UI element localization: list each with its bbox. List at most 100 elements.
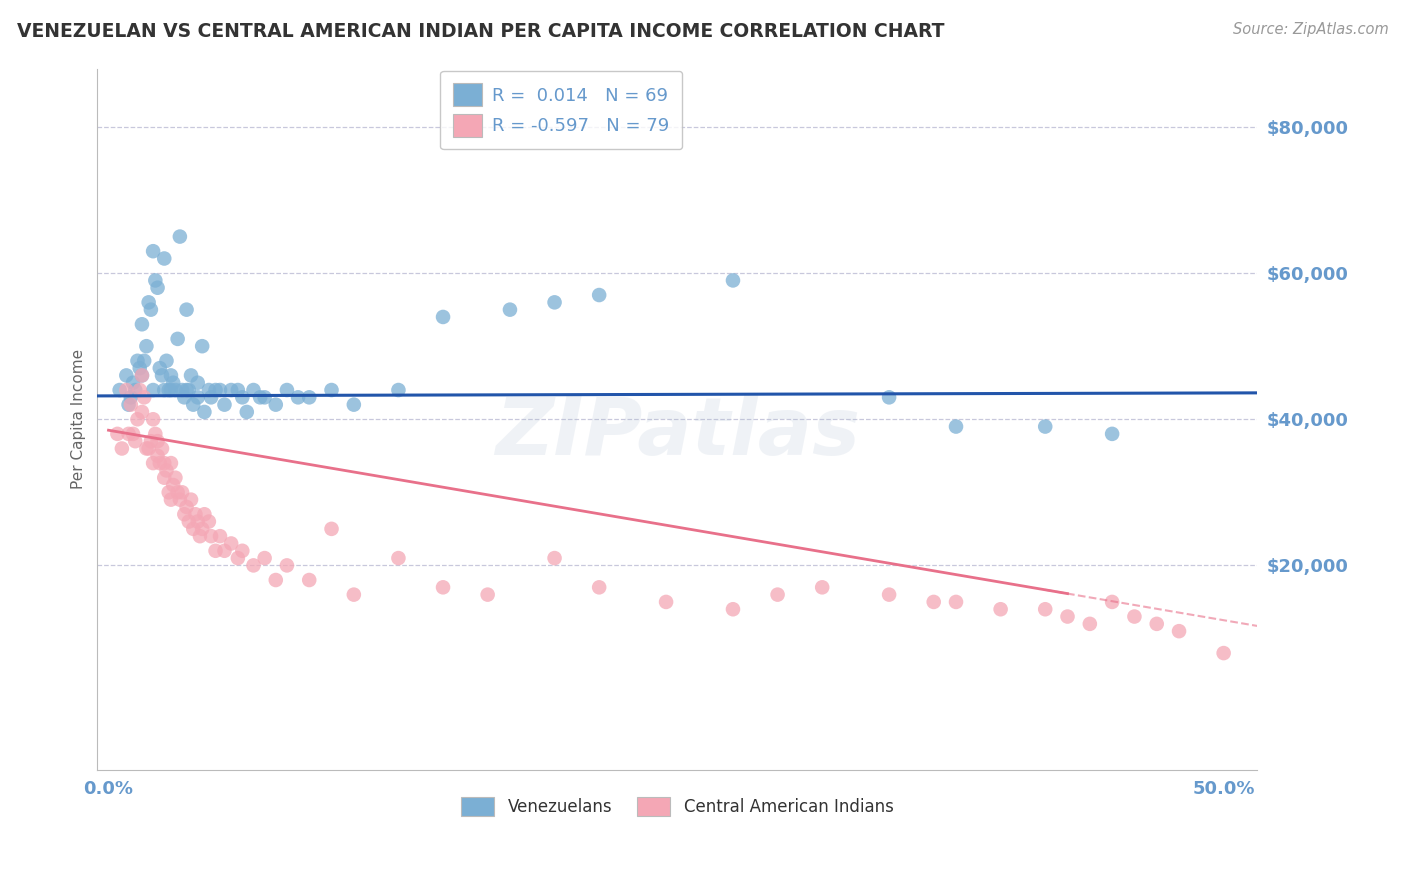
Point — [214, 398, 236, 412]
Point — [138, 442, 160, 456]
Point — [176, 302, 198, 317]
Point — [157, 383, 180, 397]
Point — [432, 310, 454, 324]
Point — [1033, 419, 1056, 434]
Point — [191, 339, 214, 353]
Point — [877, 390, 900, 404]
Point — [153, 383, 176, 397]
Point — [177, 515, 200, 529]
Point — [198, 515, 221, 529]
Point — [1146, 616, 1168, 631]
Point — [264, 573, 287, 587]
Text: VENEZUELAN VS CENTRAL AMERICAN INDIAN PER CAPITA INCOME CORRELATION CHART: VENEZUELAN VS CENTRAL AMERICAN INDIAN PE… — [17, 22, 945, 41]
Point — [153, 252, 176, 266]
Point — [387, 383, 409, 397]
Point — [543, 295, 565, 310]
Point — [226, 383, 249, 397]
Point — [117, 426, 139, 441]
Point — [387, 551, 409, 566]
Point — [117, 398, 139, 412]
Point — [138, 295, 160, 310]
Point — [139, 302, 162, 317]
Point — [120, 398, 142, 412]
Point — [166, 485, 188, 500]
Point — [181, 522, 204, 536]
Point — [173, 508, 195, 522]
Point — [146, 434, 169, 449]
Point — [142, 456, 165, 470]
Point — [122, 426, 145, 441]
Point — [177, 383, 200, 397]
Point — [166, 332, 188, 346]
Point — [120, 390, 142, 404]
Point — [155, 353, 177, 368]
Point — [298, 573, 321, 587]
Point — [187, 390, 209, 404]
Point — [172, 485, 194, 500]
Point — [242, 558, 264, 573]
Point — [184, 508, 207, 522]
Point — [127, 412, 149, 426]
Point — [922, 595, 945, 609]
Point — [176, 500, 198, 514]
Point — [477, 588, 499, 602]
Point — [432, 580, 454, 594]
Point — [811, 580, 834, 594]
Point — [721, 273, 744, 287]
Point — [945, 595, 967, 609]
Point — [131, 368, 153, 383]
Point — [204, 383, 226, 397]
Point — [298, 390, 321, 404]
Point — [131, 405, 153, 419]
Point — [343, 588, 366, 602]
Point — [143, 426, 166, 441]
Point — [128, 361, 150, 376]
Point — [204, 543, 226, 558]
Point — [160, 456, 183, 470]
Point — [193, 508, 215, 522]
Point — [150, 442, 173, 456]
Point — [321, 522, 343, 536]
Point — [242, 383, 264, 397]
Point — [198, 383, 221, 397]
Point — [165, 471, 187, 485]
Point — [1123, 609, 1146, 624]
Point — [149, 361, 172, 376]
Point — [108, 383, 131, 397]
Point — [160, 383, 183, 397]
Text: Source: ZipAtlas.com: Source: ZipAtlas.com — [1233, 22, 1389, 37]
Point — [226, 551, 249, 566]
Point — [219, 383, 242, 397]
Y-axis label: Per Capita Income: Per Capita Income — [72, 349, 86, 490]
Point — [169, 492, 191, 507]
Point — [124, 383, 146, 397]
Point — [187, 376, 209, 390]
Point — [128, 383, 150, 397]
Point — [321, 383, 343, 397]
Point — [249, 390, 271, 404]
Point — [142, 412, 165, 426]
Point — [499, 302, 522, 317]
Point — [236, 405, 259, 419]
Point — [1101, 595, 1123, 609]
Point — [107, 426, 129, 441]
Point — [588, 288, 610, 302]
Point — [253, 551, 276, 566]
Point — [990, 602, 1012, 616]
Point — [1033, 602, 1056, 616]
Point — [149, 456, 172, 470]
Point — [172, 383, 194, 397]
Point — [176, 383, 198, 397]
Point — [162, 376, 184, 390]
Point — [180, 368, 202, 383]
Point — [115, 383, 138, 397]
Point — [721, 602, 744, 616]
Point — [187, 515, 209, 529]
Point — [157, 485, 180, 500]
Point — [155, 463, 177, 477]
Point — [173, 390, 195, 404]
Point — [115, 368, 138, 383]
Point — [219, 536, 242, 550]
Point — [153, 456, 176, 470]
Point — [1056, 609, 1078, 624]
